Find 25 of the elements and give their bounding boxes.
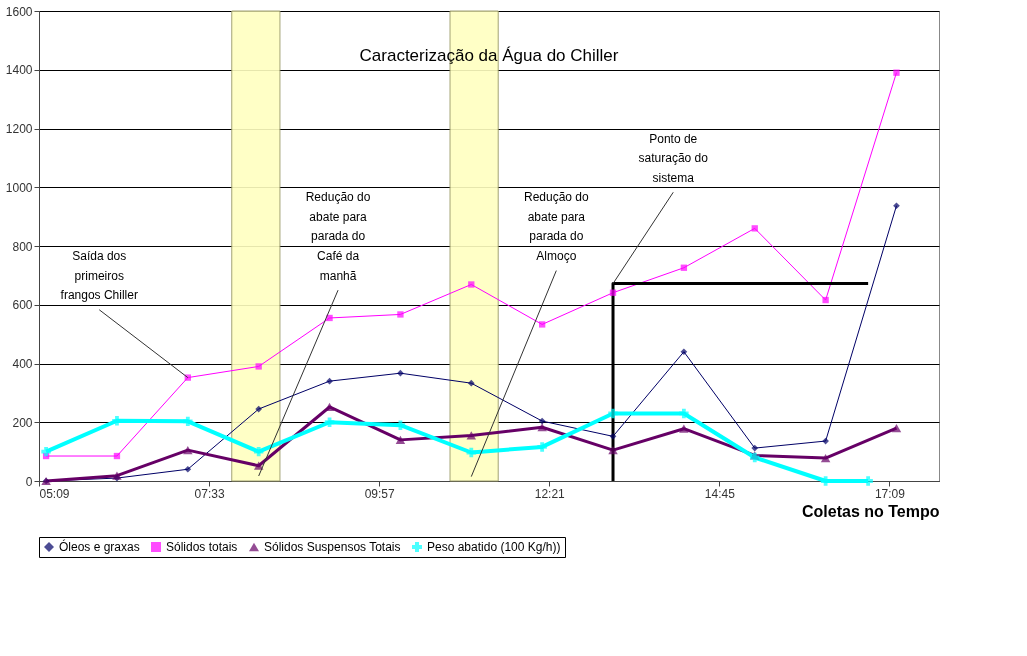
x-tick-label: 07:33 bbox=[194, 486, 225, 501]
x-tick-label: 12:21 bbox=[534, 486, 566, 501]
legend-label: Sólidos Suspensos Totais bbox=[264, 540, 401, 554]
y-tick-label: 0 bbox=[25, 474, 33, 489]
y-tick-label: 400 bbox=[12, 357, 33, 371]
x-tick-label: 09:57 bbox=[364, 486, 395, 501]
y-tick-label: 800 bbox=[12, 239, 33, 254]
annotation: Redução do abate para parada do Almoço bbox=[523, 190, 590, 263]
text: Caracterização da Água do Chiller bbox=[359, 46, 619, 65]
annotation: Saída dos primeiros frangos Chiller bbox=[60, 249, 138, 303]
x-tick-label: 14:45 bbox=[704, 486, 736, 501]
legend-label: Peso abatido (100 Kg/h)) bbox=[427, 540, 561, 554]
x-tick-label: 17:09 bbox=[874, 486, 906, 501]
y-tick-label: 1200 bbox=[5, 122, 33, 136]
x-axis-title: Coletas no Tempo bbox=[802, 502, 940, 520]
x-tick-label: 05:09 bbox=[39, 486, 70, 501]
y-tick-label: 1600 bbox=[5, 4, 33, 19]
y-tick-label: 600 bbox=[12, 298, 33, 313]
y-tick-label: 1000 bbox=[5, 180, 33, 195]
y-tick-label: 200 bbox=[12, 415, 33, 430]
y-tick-label: 1400 bbox=[5, 63, 33, 78]
annotation: Ponto de saturação do sistema bbox=[638, 131, 709, 185]
legend-label: Sólidos totais bbox=[166, 540, 238, 554]
annotation: Redução do abate para parada do Café da manhã bbox=[305, 190, 371, 283]
legend-label: Óleos e graxas bbox=[59, 539, 140, 554]
